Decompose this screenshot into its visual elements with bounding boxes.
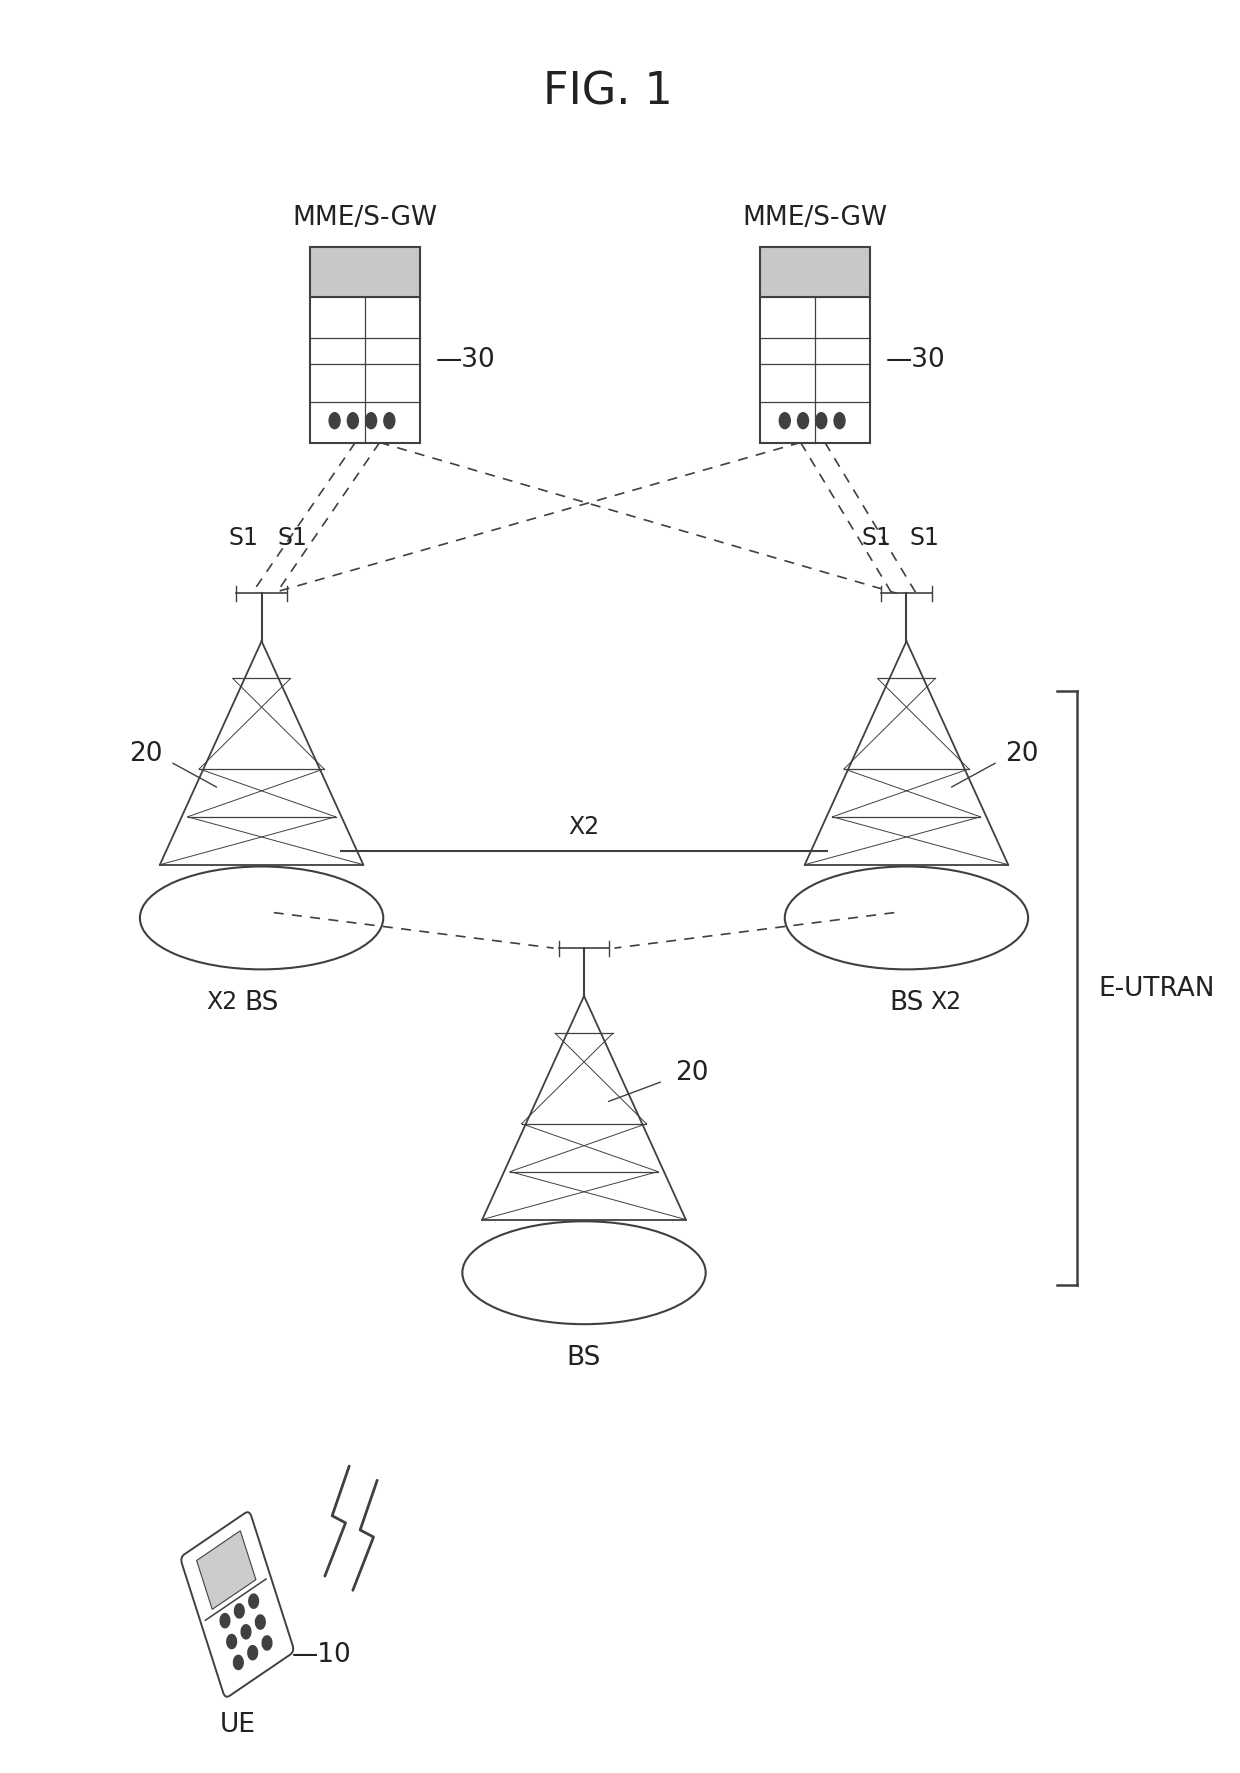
Circle shape bbox=[241, 1624, 250, 1638]
Circle shape bbox=[221, 1613, 229, 1628]
Circle shape bbox=[234, 1605, 244, 1619]
Bar bbox=[197, 1530, 255, 1610]
Text: S1: S1 bbox=[861, 525, 892, 550]
Text: UE: UE bbox=[219, 1711, 255, 1738]
Text: MME/S-GW: MME/S-GW bbox=[293, 204, 438, 230]
Text: X2: X2 bbox=[206, 989, 237, 1014]
Circle shape bbox=[835, 413, 844, 429]
Circle shape bbox=[816, 413, 827, 429]
Circle shape bbox=[262, 1636, 272, 1651]
Text: BS: BS bbox=[567, 1344, 601, 1371]
Circle shape bbox=[329, 413, 340, 429]
Text: E-UTRAN: E-UTRAN bbox=[1099, 975, 1215, 1002]
Text: S1: S1 bbox=[228, 525, 258, 550]
Text: —30: —30 bbox=[885, 348, 946, 372]
Bar bbox=[310, 248, 420, 298]
Circle shape bbox=[249, 1594, 258, 1608]
Circle shape bbox=[227, 1635, 237, 1649]
Circle shape bbox=[779, 413, 790, 429]
Bar bbox=[310, 298, 420, 443]
Text: MME/S-GW: MME/S-GW bbox=[743, 204, 888, 230]
Text: FIG. 1: FIG. 1 bbox=[543, 71, 673, 113]
Text: BS: BS bbox=[889, 989, 924, 1016]
Text: X2: X2 bbox=[931, 989, 962, 1014]
Circle shape bbox=[255, 1615, 265, 1629]
Bar bbox=[760, 298, 870, 443]
Text: S1: S1 bbox=[277, 525, 308, 550]
Circle shape bbox=[366, 413, 377, 429]
Circle shape bbox=[347, 413, 358, 429]
Circle shape bbox=[384, 413, 394, 429]
Circle shape bbox=[248, 1645, 258, 1660]
Text: X2: X2 bbox=[568, 814, 600, 839]
Text: 20: 20 bbox=[129, 741, 162, 766]
Bar bbox=[760, 248, 870, 298]
Text: —10: —10 bbox=[291, 1642, 352, 1667]
Circle shape bbox=[797, 413, 808, 429]
Text: S1: S1 bbox=[910, 525, 940, 550]
Circle shape bbox=[233, 1656, 243, 1670]
Text: 20: 20 bbox=[1006, 741, 1039, 766]
FancyBboxPatch shape bbox=[181, 1512, 293, 1697]
Text: —30: —30 bbox=[435, 348, 495, 372]
Text: 20: 20 bbox=[676, 1060, 709, 1085]
Text: BS: BS bbox=[244, 989, 279, 1016]
